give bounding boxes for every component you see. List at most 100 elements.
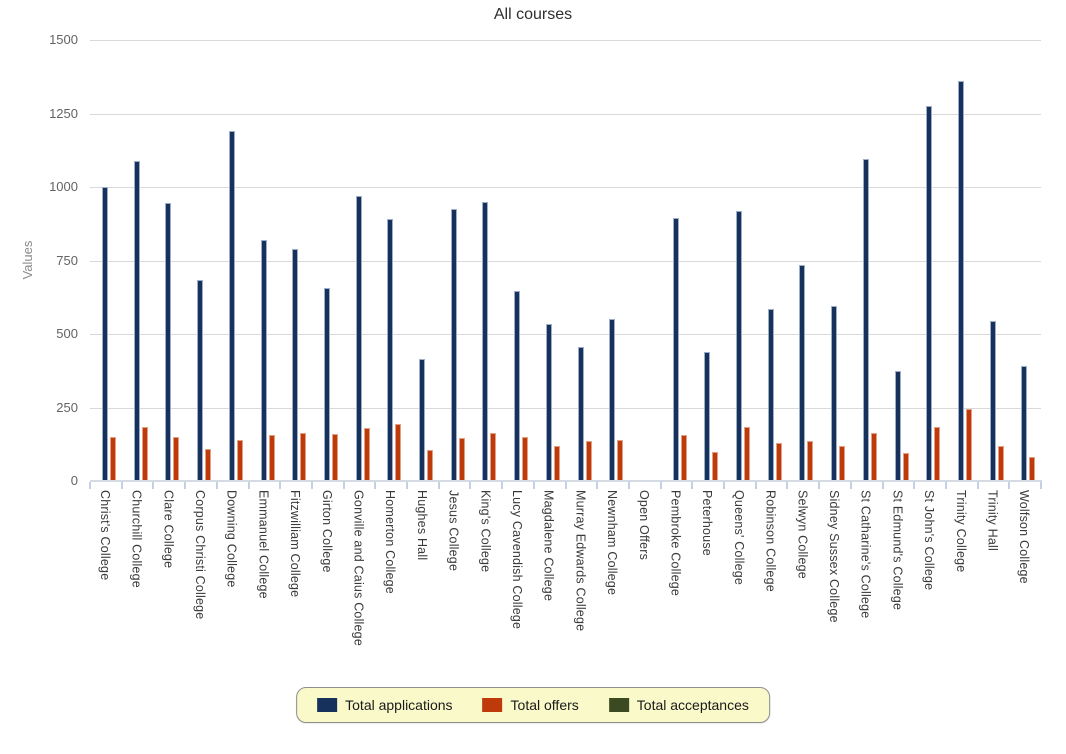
axis-tick — [532, 482, 535, 489]
bar-group-fitzwilliam-college — [280, 40, 312, 481]
bar-total-applications-st-john-s-college[interactable] — [926, 106, 933, 481]
bar-total-applications-magdalene-college[interactable] — [545, 323, 552, 481]
bar-group-sidney-sussex-college — [819, 40, 851, 481]
bar-total-applications-trinity-hall[interactable] — [989, 320, 996, 481]
bar-group-murray-edwards-college — [566, 40, 598, 481]
axis-tick — [1008, 482, 1011, 489]
bar-total-applications-sidney-sussex-college[interactable] — [831, 306, 838, 481]
bar-total-offers-girton-college[interactable] — [331, 433, 338, 481]
bar-total-applications-st-catharine-s-college[interactable] — [862, 159, 869, 481]
bar-total-offers-selwyn-college[interactable] — [807, 441, 814, 481]
bar-total-applications-homerton-college[interactable] — [387, 219, 394, 481]
legend-label-total-acceptances: Total acceptances — [636, 697, 749, 713]
bar-total-offers-st-edmund-s-college[interactable] — [902, 453, 909, 481]
bar-total-offers-homerton-college[interactable] — [395, 423, 402, 481]
bar-total-applications-gonville-and-caius-college[interactable] — [355, 195, 362, 481]
bar-total-applications-churchill-college[interactable] — [133, 160, 140, 481]
bar-total-offers-pembroke-college[interactable] — [680, 435, 687, 481]
legend-item-total-applications[interactable]: Total applications — [317, 697, 453, 713]
bar-total-offers-lucy-cavendish-college[interactable] — [522, 436, 529, 481]
bar-total-applications-peterhouse[interactable] — [704, 351, 711, 481]
bar-total-applications-trinity-college[interactable] — [957, 81, 964, 481]
bar-total-offers-christ-s-college[interactable] — [110, 436, 116, 481]
bar-total-applications-girton-college[interactable] — [323, 288, 330, 481]
legend-label-total-offers: Total offers — [510, 697, 579, 713]
bar-total-offers-queens-college[interactable] — [744, 426, 750, 481]
x-tick-label-churchill-college: Churchill College — [129, 490, 144, 588]
bar-total-offers-king-s-college[interactable] — [490, 432, 497, 481]
bar-total-offers-magdalene-college[interactable] — [553, 445, 560, 481]
legend-item-total-offers[interactable]: Total offers — [482, 697, 579, 713]
bar-total-applications-pembroke-college[interactable] — [672, 217, 679, 481]
bar-total-applications-newnham-college[interactable] — [609, 319, 616, 481]
axis-tick — [247, 482, 250, 489]
bar-total-offers-sidney-sussex-college[interactable] — [839, 445, 846, 481]
bar-total-offers-fitzwilliam-college[interactable] — [300, 432, 307, 481]
bar-total-offers-trinity-college[interactable] — [965, 408, 972, 481]
bar-total-offers-newnham-college[interactable] — [617, 439, 624, 481]
bar-total-applications-downing-college[interactable] — [228, 131, 235, 481]
bar-total-applications-wolfson-college[interactable] — [1021, 366, 1028, 481]
bar-group-newnham-college — [597, 40, 629, 481]
axis-tick — [913, 482, 916, 489]
bar-total-offers-robinson-college[interactable] — [775, 442, 782, 481]
bar-total-offers-emmanuel-college[interactable] — [268, 435, 275, 481]
y-tick-label-1500: 1500 — [49, 32, 78, 47]
bar-group-trinity-college — [946, 40, 978, 481]
bar-group-clare-college — [153, 40, 185, 481]
bar-group-selwyn-college — [787, 40, 819, 481]
bar-total-offers-clare-college[interactable] — [173, 436, 180, 481]
chart-title: All courses — [493, 6, 573, 23]
bar-total-offers-murray-edwards-college[interactable] — [585, 441, 592, 481]
gridline-500 — [90, 334, 1041, 335]
bar-total-offers-downing-college[interactable] — [236, 439, 243, 481]
bar-total-applications-st-edmund-s-college[interactable] — [894, 370, 901, 481]
gridline-1500 — [90, 40, 1041, 41]
bar-group-st-john-s-college — [914, 40, 946, 481]
bar-total-offers-hughes-hall[interactable] — [427, 450, 433, 481]
legend-item-total-acceptances[interactable]: Total acceptances — [608, 697, 749, 713]
axis-tick — [818, 482, 821, 489]
x-tick-label-peterhouse: Peterhouse — [700, 490, 715, 556]
gridline-1250 — [90, 113, 1041, 115]
axis-tick — [723, 482, 725, 489]
bar-total-applications-robinson-college[interactable] — [767, 309, 774, 481]
bar-total-applications-lucy-cavendish-college[interactable] — [514, 291, 521, 481]
bar-total-applications-christ-s-college[interactable] — [102, 187, 108, 481]
bar-total-applications-fitzwilliam-college[interactable] — [292, 248, 299, 481]
x-tick-label-fitzwilliam-college: Fitzwilliam College — [288, 490, 303, 598]
bar-total-offers-trinity-hall[interactable] — [997, 445, 1004, 481]
bar-total-applications-queens-college[interactable] — [736, 210, 742, 481]
bar-total-applications-king-s-college[interactable] — [482, 201, 489, 481]
bar-group-corpus-christi-college — [185, 40, 217, 481]
axis-tick — [659, 482, 662, 489]
bar-total-applications-emmanuel-college[interactable] — [260, 239, 267, 481]
axis-tick — [342, 482, 345, 489]
axis-tick — [184, 482, 187, 489]
x-tick-label-st-catharine-s-college: St Catharine's College — [858, 490, 873, 619]
bar-total-applications-corpus-christi-college[interactable] — [197, 279, 204, 481]
bar-total-applications-jesus-college[interactable] — [450, 209, 457, 481]
bar-total-offers-gonville-and-caius-college[interactable] — [363, 428, 370, 481]
y-tick-label-0: 0 — [70, 473, 78, 488]
bar-group-robinson-college — [756, 40, 788, 481]
bar-total-applications-murray-edwards-college[interactable] — [577, 347, 584, 481]
x-tick-label-queens-college: Queens' College — [731, 490, 746, 586]
plot-area — [90, 40, 1041, 481]
bar-total-offers-st-john-s-college[interactable] — [934, 426, 941, 481]
axis-tick — [374, 482, 377, 489]
axis-tick — [120, 482, 123, 489]
bar-total-offers-jesus-college[interactable] — [458, 438, 465, 481]
bar-total-applications-clare-college[interactable] — [165, 203, 172, 481]
bar-total-offers-st-catharine-s-college[interactable] — [870, 432, 877, 481]
bar-total-offers-peterhouse[interactable] — [712, 451, 719, 481]
bar-total-offers-corpus-christi-college[interactable] — [205, 448, 212, 481]
bar-total-applications-hughes-hall[interactable] — [419, 359, 425, 481]
x-tick-label-gonville-and-caius-college: Gonville and Caius College — [351, 490, 366, 646]
bar-total-offers-churchill-college[interactable] — [141, 426, 148, 481]
bar-total-applications-selwyn-college[interactable] — [799, 264, 806, 481]
x-tick-label-corpus-christi-college: Corpus Christi College — [192, 490, 207, 620]
y-tick-label-750: 750 — [56, 252, 78, 268]
bar-total-offers-wolfson-college[interactable] — [1029, 457, 1036, 481]
x-tick-label-murray-edwards-college: Murray Edwards College — [573, 490, 588, 632]
